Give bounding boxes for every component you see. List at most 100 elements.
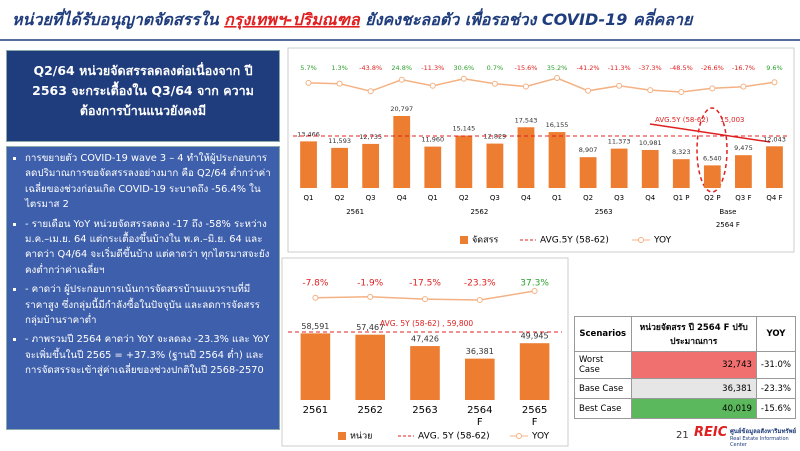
bar [362,143,380,188]
yoy-point [367,293,374,300]
yoy-point [616,82,623,89]
yoy-point [336,80,343,87]
avg-label: AVG.5Y (58-62) [655,116,709,124]
avg-value: 15,003 [720,116,745,124]
bar [455,135,473,188]
bar [519,343,550,400]
yoy-point [678,89,685,95]
bar-value-label: 8,323 [672,148,691,156]
x-tick-label: Q4 [521,194,532,202]
bar [672,159,690,188]
group-label: 2563 [595,208,613,216]
x-tick-label: 2565 F [521,405,548,428]
table-row: Base Case 36,381 -23.3% [574,378,797,399]
bullet: การขยายตัว COVID-19 wave 3 – 4 ทำให้ผู้ป… [25,151,273,213]
legend-label: AVG.5Y (58-62) [540,236,609,246]
yoy-label: -48.5% [670,64,693,72]
yoy-label: 35.2% [547,64,568,72]
bar [300,141,317,188]
x-tick-label: Q3 [366,194,376,202]
yoy-point [398,76,405,83]
bar [610,148,628,188]
yoy-line [308,77,775,93]
yoy-label: 0.7% [487,64,504,72]
bullet: - รายเดือน YoY หน่วยจัดสรรลดลง -17 ถึง -… [25,217,273,279]
x-tick-label: Q4 [645,194,656,202]
yoy-point [647,87,654,94]
panel-body: การขยายตัว COVID-19 wave 3 – 4 ทำให้ผู้ป… [6,146,280,430]
yoy-label: -26.6% [701,64,724,72]
x-tick-label: Q2 P [704,194,720,202]
bar-value-label: 12,829 [484,133,507,141]
bar-value-label: 11,960 [421,136,444,144]
legend-label: จัดสรร [472,236,498,246]
yoy-label: -23.3% [464,279,496,289]
bar-value-label: 16,155 [546,121,569,129]
x-tick-label: Q2 [583,194,593,202]
bar-value-label: 15,145 [452,125,475,133]
bar-value-label: 8,907 [579,146,598,154]
bar [424,146,442,188]
bar [517,127,535,188]
yoy-label: -11.3% [608,64,631,72]
yoy-label: -17.5% [409,279,441,289]
yoy-point [709,85,716,92]
x-tick-label: Q4 F [766,194,782,202]
yoy-label: 24.8% [391,64,412,72]
yoy-point [312,294,319,301]
yoy-label: -7.8% [302,279,329,289]
bar [393,116,411,188]
yoy-point [771,79,778,86]
logo: REIC [694,425,728,440]
org-en: Real Estate Information Center [730,436,789,448]
yoy-label: -43.8% [359,64,382,72]
slide-title: หน่วยที่ได้รับอนุญาตจัดสรรใน กรุงเทพฯ-ปร… [12,8,694,30]
x-tick-label: 2563 [412,405,438,416]
bar-value-label: 9,475 [734,144,753,152]
x-tick-label: Q3 [614,194,624,202]
x-tick-label: Q4 [397,194,408,202]
bar-value-label: 13,466 [297,130,320,138]
yoy-label: 5.7% [300,64,317,72]
x-tick-label: Q2 [459,194,469,202]
yoy-label: 9.6% [766,64,783,72]
bar [300,333,331,400]
yoy-point [367,88,374,95]
bar-value-label: 20,797 [390,105,413,113]
bullet: - คาดว่า ผู้ประกอบการเน้นการจัดสรรบ้านแน… [25,282,273,328]
yoy-label: 1.3% [331,64,348,72]
group-note: 2564 F [716,221,740,229]
scenario-table: Scenarios หน่วยจัดสรร ปี 2564 F ปรับประมา… [574,316,797,419]
yoy-label: -15.6% [514,64,537,72]
table-header: YOY [755,316,797,352]
x-tick-label: Q1 [428,194,438,202]
legend-swatch [338,432,346,440]
bar-value-label: 36,381 [466,347,494,356]
x-tick-label: 2561 [302,405,329,416]
page-number: 21 [676,430,689,441]
bar-value-label: 17,543 [515,116,538,124]
bar-value-label: 11,593 [328,137,351,145]
yoy-label: -41.2% [577,64,600,72]
table-header-row: Scenarios หน่วยจัดสรร ปี 2564 F ปรับประมา… [574,316,797,352]
x-tick-label: Q1 [552,194,562,202]
yoy-point [422,296,428,303]
legend-label: AVG. 5Y (58-62) [418,432,490,442]
x-tick-label: Q2 [335,194,345,202]
yoy-point [554,75,561,81]
yoy-point [305,79,312,86]
org-th: ศูนย์ข้อมูลอสังหาริมทรัพย์ [730,428,797,435]
yoy-point [429,82,436,89]
bar-value-label: 12,735 [359,133,382,141]
group-label: 2561 [346,208,364,216]
highlight-ellipse [696,107,728,193]
scenario-cell: Base Case [574,378,632,399]
legend-swatch [638,237,644,243]
legend-label: YOY [653,236,672,246]
bar [579,157,597,188]
bar-value-label: 58,591 [301,322,329,331]
bar-value-label: 11,373 [608,138,631,146]
units-cell: 40,019 [630,398,757,419]
legend-label: หน่วย [350,432,372,442]
